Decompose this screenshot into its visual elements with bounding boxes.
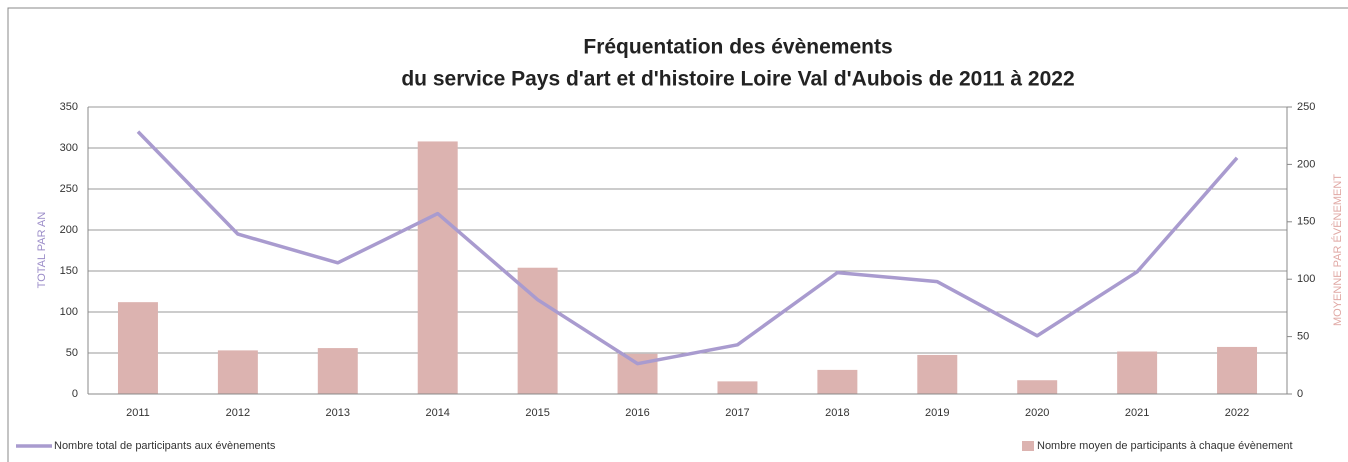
x-tick-label: 2018: [825, 407, 849, 419]
bar: [117, 302, 158, 394]
y-tick-label: 300: [60, 142, 78, 154]
y-tick-label: 350: [60, 101, 78, 113]
x-tick-label: 2013: [326, 407, 350, 419]
y-tick-label: 50: [66, 347, 78, 359]
x-tick-label: 2021: [1125, 407, 1149, 419]
y-tick-label: 200: [60, 224, 78, 236]
y2-tick-label: 0: [1297, 388, 1303, 400]
y-tick-label: 0: [72, 388, 78, 400]
legend-swatch: [1022, 441, 1034, 451]
bar: [1117, 351, 1158, 394]
x-tick-label: 2016: [625, 407, 649, 419]
legend-label: Nombre moyen de participants à chaque év…: [1037, 440, 1293, 452]
x-tick-label: 2011: [126, 407, 150, 419]
y-axis-label: TOTAL PAR AN: [36, 212, 48, 289]
chart-frame: [7, 7, 1348, 462]
bar: [317, 348, 358, 394]
legend-label: Nombre total de participants aux évèneme…: [54, 440, 276, 452]
line: [136, 130, 1239, 366]
chart-title: Fréquentation des évènements: [583, 36, 892, 59]
y2-tick-label: 100: [1297, 273, 1315, 285]
bar: [817, 369, 858, 394]
chart-title: du service Pays d'art et d'histoire Loir…: [401, 68, 1074, 91]
y2-tick-label: 50: [1297, 331, 1309, 343]
y2-axis-label: MOYENNE PAR ÉVÈNEMENT: [1331, 174, 1344, 326]
bar: [417, 141, 458, 394]
x-tick-label: 2019: [925, 407, 949, 419]
y-tick-label: 100: [60, 306, 78, 318]
x-tick-label: 2014: [425, 407, 449, 419]
x-tick-label: 2015: [525, 407, 549, 419]
bar: [717, 381, 758, 394]
y2-tick-label: 150: [1297, 216, 1315, 228]
bar: [1017, 380, 1058, 394]
y-tick-label: 150: [60, 265, 78, 277]
y-tick-label: 250: [60, 183, 78, 195]
x-tick-label: 2020: [1025, 407, 1049, 419]
x-tick-label: 2022: [1225, 407, 1249, 419]
x-tick-label: 2012: [226, 407, 250, 419]
bar: [917, 354, 958, 394]
bar: [217, 350, 258, 394]
bar: [1217, 346, 1258, 394]
x-tick-label: 2017: [725, 407, 749, 419]
y2-tick-label: 250: [1297, 101, 1315, 113]
y2-tick-label: 200: [1297, 158, 1315, 170]
